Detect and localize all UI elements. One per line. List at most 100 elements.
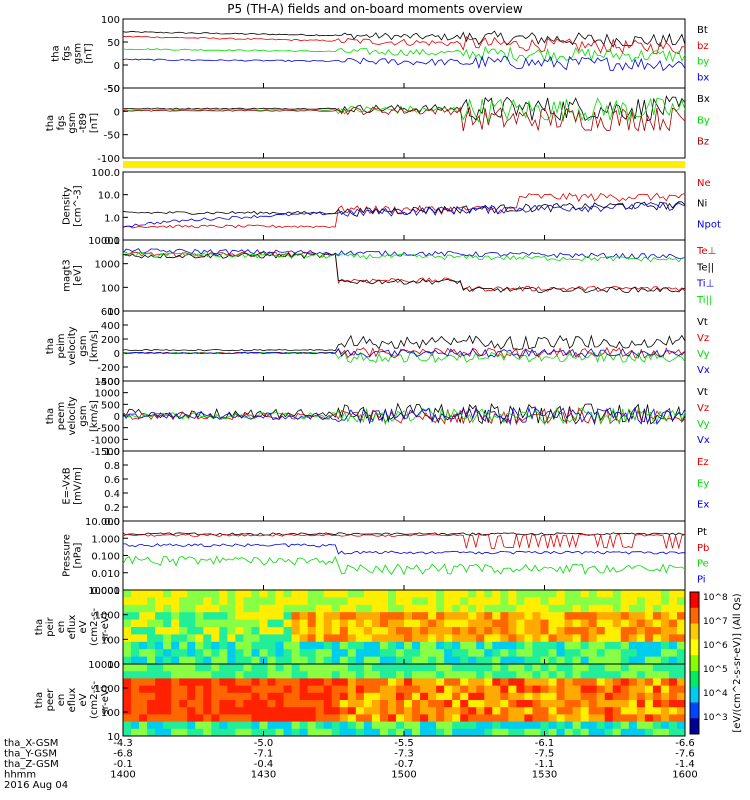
heatmap-cell [652, 656, 662, 665]
heatmap-cell [428, 597, 437, 606]
heatmap-cell [572, 678, 582, 687]
heatmap-cell [371, 678, 381, 687]
heatmap-cell [243, 627, 252, 635]
heatmap-cell [211, 604, 220, 613]
heatmap-cell [604, 612, 614, 621]
heatmap-cell [620, 619, 630, 628]
colorbar: 10^810^710^610^510^410^3 [eV/(cm^2-s-sr-e… [689, 591, 743, 735]
heatmap-cell [219, 714, 228, 723]
heatmap-cell [420, 678, 429, 687]
legend-Ni: Ni [697, 199, 707, 210]
heatmap-cell [492, 649, 501, 658]
heatmap-cell [259, 612, 269, 621]
heatmap-cell [339, 700, 349, 708]
heatmap-cell [163, 721, 172, 730]
heatmap-cell [187, 664, 196, 672]
heatmap-cell [187, 627, 196, 635]
heatmap-cell [331, 612, 341, 621]
heatmap-cell [307, 641, 317, 650]
heatmap-cell [283, 707, 293, 715]
heatmap-cell [492, 728, 501, 737]
heatmap-cell [171, 604, 180, 613]
heatmap-cell [371, 700, 381, 708]
heatmap-cell [123, 700, 132, 708]
heatmap-cell [379, 641, 389, 650]
heatmap-cell [492, 627, 501, 635]
heatmap-cell [476, 728, 485, 737]
heatmap-cell [195, 597, 204, 606]
heatmap-cell [323, 597, 333, 606]
ephemeris-value: -5.5 [394, 738, 414, 749]
heatmap-cell [460, 678, 469, 687]
colorbar-tick-label: 10^3 [703, 713, 728, 723]
series-line-Vz [123, 346, 686, 360]
heatmap-cell [243, 664, 252, 672]
heatmap-cell [508, 641, 517, 650]
legend-Pe: Pe [697, 559, 709, 570]
heatmap-cell [644, 700, 654, 708]
heatmap-cell [516, 728, 525, 737]
heatmap-cell [548, 656, 558, 665]
heatmap-cell [500, 619, 509, 628]
y-tick-label: -500 [97, 424, 120, 435]
heatmap-cell [460, 714, 469, 723]
heatmap-cell [404, 597, 413, 606]
heatmap-cell [395, 597, 405, 606]
heatmap-cell [404, 714, 413, 723]
heatmap-cell [628, 664, 638, 672]
heatmap-cell [548, 707, 558, 715]
heatmap-cell [243, 649, 252, 658]
heatmap-cell [436, 597, 445, 606]
legend-by: by [697, 57, 709, 68]
heatmap-cell [155, 714, 164, 723]
heatmap-cell [283, 671, 293, 679]
heatmap-cell [628, 671, 638, 679]
heatmap-cell [259, 604, 269, 613]
heatmap-cell [355, 641, 365, 650]
y-axis-label: peer [45, 688, 56, 712]
ephemeris-value: 1400 [110, 770, 135, 781]
heatmap-cell [187, 604, 196, 613]
heatmap-cell [179, 671, 188, 679]
heatmap-cell [556, 678, 566, 687]
heatmap-cell [275, 627, 285, 635]
heatmap-cell [163, 627, 172, 635]
y-tick-label: -50 [104, 131, 120, 142]
heatmap-cell [612, 678, 622, 687]
heatmap-cell [211, 641, 220, 650]
heatmap-cell [412, 678, 421, 687]
heatmap-cell [371, 641, 381, 650]
heatmap-cell [283, 641, 293, 650]
heatmap-cell [371, 619, 381, 628]
heatmap-cell [395, 692, 405, 701]
heatmap-cell [131, 707, 140, 715]
series-line-Pb [122, 533, 686, 550]
heatmap-cell [139, 641, 148, 650]
heatmap-cell [363, 604, 373, 613]
heatmap-cell [339, 721, 349, 730]
heatmap-cell [508, 700, 517, 708]
heatmap-cell [564, 707, 574, 715]
heatmap-cell [235, 656, 244, 665]
heatmap-cell [139, 612, 148, 621]
heatmap-cell [363, 656, 373, 665]
heatmap-cell [355, 721, 365, 730]
heatmap-cell [219, 619, 228, 628]
heatmap-cell [404, 590, 413, 598]
heatmap-cell [564, 685, 574, 694]
heatmap-cell [147, 612, 156, 621]
heatmap-cell [355, 634, 365, 643]
heatmap-cell [243, 604, 252, 613]
heatmap-cell [235, 664, 244, 672]
heatmap-cell [540, 671, 550, 679]
heatmap-cell [139, 590, 148, 598]
heatmap-cell [524, 619, 533, 628]
heatmap-cell [668, 612, 678, 621]
heatmap-cell [203, 641, 212, 650]
heatmap-cell [187, 641, 196, 650]
heatmap-cell [195, 627, 204, 635]
heatmap-cell [628, 604, 638, 613]
heatmap-cell [500, 590, 509, 598]
heatmap-cell [315, 634, 325, 643]
